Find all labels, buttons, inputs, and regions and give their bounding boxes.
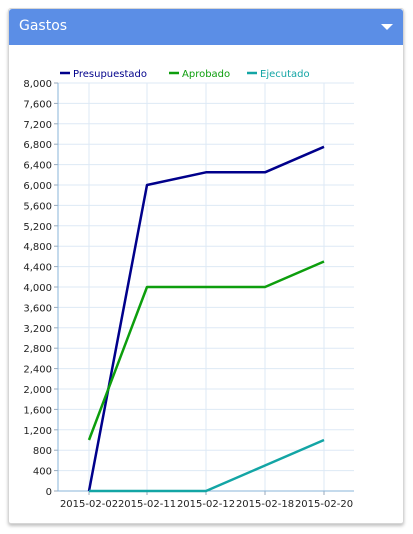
panel-header: Gastos bbox=[9, 9, 403, 45]
y-tick-label: 1,200 bbox=[23, 426, 52, 437]
y-tick-label: 6,000 bbox=[23, 181, 52, 192]
y-tick-label: 2,800 bbox=[23, 344, 52, 355]
y-tick-label: 4,400 bbox=[23, 263, 52, 274]
y-tick-label: 3,600 bbox=[23, 303, 52, 314]
y-tick-label: 5,600 bbox=[23, 201, 52, 212]
x-tick-label: 2015-02-18 bbox=[236, 499, 294, 510]
y-tick-label: 2,000 bbox=[23, 385, 52, 396]
y-tick-label: 0 bbox=[46, 487, 52, 498]
legend-label-ejecutado[interactable]: Ejecutado bbox=[260, 69, 310, 80]
y-tick-label: 2,400 bbox=[23, 365, 52, 376]
y-tick-label: 800 bbox=[33, 446, 52, 457]
series-line-aprobado[interactable] bbox=[87, 260, 325, 441]
y-tick-label: 6,400 bbox=[23, 161, 52, 172]
y-tick-label: 6,800 bbox=[23, 140, 52, 151]
x-tick-label: 2015-02-02 bbox=[60, 499, 118, 510]
legend-label-presupuestado[interactable]: Presupuestado bbox=[73, 69, 147, 80]
y-tick-label: 4,000 bbox=[23, 283, 52, 294]
y-tick-label: 5,200 bbox=[23, 222, 52, 233]
y-tick-label: 4,800 bbox=[23, 242, 52, 253]
series-line-presupuestado[interactable] bbox=[87, 145, 325, 492]
series-line-ejecutado[interactable] bbox=[89, 438, 325, 493]
y-tick-label: 8,000 bbox=[23, 79, 52, 90]
y-tick-label: 7,600 bbox=[23, 99, 52, 110]
x-tick-label: 2015-02-11 bbox=[118, 499, 176, 510]
x-tick-label: 2015-02-12 bbox=[177, 499, 235, 510]
y-tick-label: 400 bbox=[33, 467, 52, 478]
y-tick-label: 1,600 bbox=[23, 405, 52, 416]
caret-down-icon[interactable] bbox=[377, 17, 397, 37]
y-tick-label: 7,200 bbox=[23, 120, 52, 131]
legend-label-aprobado[interactable]: Aprobado bbox=[182, 69, 230, 80]
panel-title: Gastos bbox=[19, 18, 68, 34]
y-tick-label: 3,200 bbox=[23, 324, 52, 335]
x-tick-label: 2015-02-20 bbox=[295, 499, 353, 510]
